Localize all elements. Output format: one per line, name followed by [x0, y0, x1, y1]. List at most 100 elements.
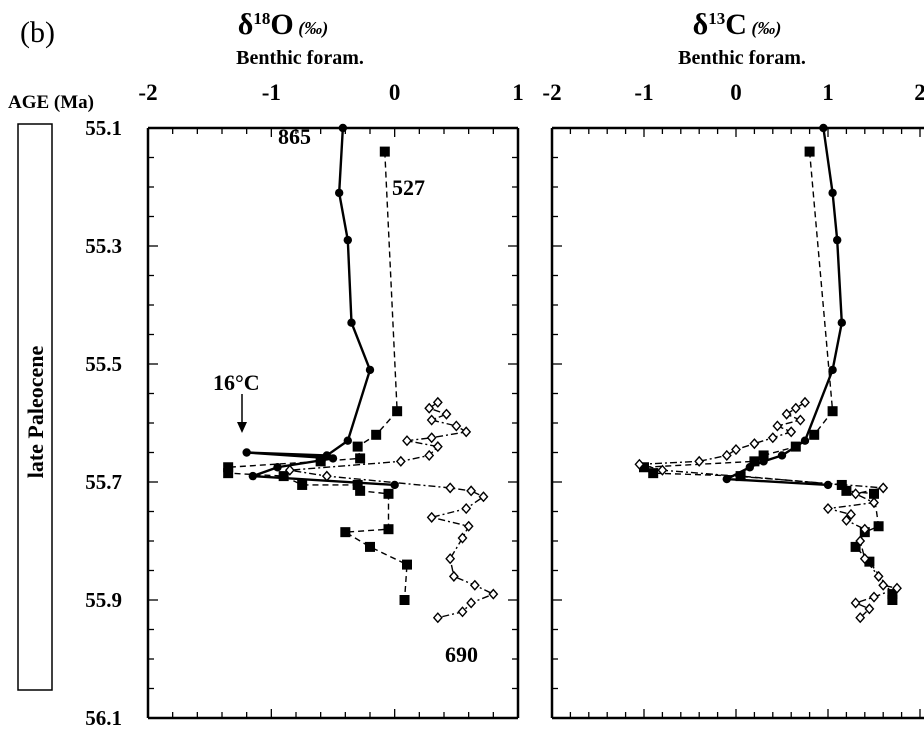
d13c-panel: [550, 123, 924, 720]
marker-690: [657, 464, 668, 476]
marker-690: [850, 488, 861, 500]
marker-865: [338, 123, 348, 133]
marker-865: [347, 318, 356, 327]
marker-690: [772, 420, 783, 432]
marker-527: [639, 462, 649, 473]
right-title-unit: (‰): [751, 18, 781, 39]
left-panel-title: δ18O (‰) Benthic foram.: [236, 8, 364, 69]
right-subtitle: Benthic foram.: [678, 47, 806, 69]
left-title-elem: O: [270, 8, 293, 41]
marker-527: [315, 456, 326, 467]
marker-865: [722, 474, 731, 484]
age-axis-label: AGE (Ma): [8, 92, 94, 113]
marker-690: [823, 502, 833, 515]
marker-527: [749, 456, 760, 467]
marker-865: [334, 188, 344, 198]
marker-527: [352, 441, 363, 452]
right-title-sup: 13: [708, 9, 725, 28]
age-tick-label: 55.5: [85, 352, 122, 376]
marker-690: [451, 420, 462, 432]
temperature-annotation: 16°C: [213, 370, 260, 433]
marker-527: [223, 468, 234, 479]
marker-690: [878, 482, 889, 494]
d13c-x-tick-label: -1: [634, 80, 653, 105]
marker-527: [850, 541, 861, 552]
marker-865: [828, 188, 837, 198]
d18o-panel: -2 -1 0 1: [138, 80, 524, 720]
d13c-x-tick-label: 2: [914, 80, 924, 105]
marker-865: [343, 235, 352, 245]
epoch-label: late Paleocene: [23, 345, 48, 478]
marker-690: [402, 435, 412, 447]
marker-690: [457, 532, 468, 544]
marker-527: [402, 559, 412, 570]
marker-690: [800, 396, 810, 408]
series-line-690: [639, 401, 900, 619]
marker-527: [297, 479, 308, 490]
marker-527: [355, 485, 366, 496]
marker-690: [457, 606, 468, 618]
marker-865: [777, 451, 787, 460]
marker-527: [887, 595, 898, 605]
marker-865: [390, 480, 399, 490]
left-subtitle: Benthic foram.: [236, 47, 364, 69]
marker-690: [432, 441, 443, 453]
marker-690: [749, 438, 760, 450]
d18o-x-tick-label: 1: [512, 80, 524, 105]
d18o-x-tick-label: 0: [389, 80, 401, 105]
marker-690: [424, 402, 435, 414]
marker-690: [463, 520, 474, 532]
marker-527: [383, 524, 394, 535]
marker-865: [365, 365, 375, 375]
marker-690: [488, 588, 499, 600]
marker-690: [721, 449, 732, 462]
right-title-delta: δ: [693, 8, 709, 41]
marker-690: [841, 514, 852, 526]
marker-527: [827, 406, 838, 417]
marker-690: [846, 508, 856, 521]
age-tick-label: 55.1: [85, 116, 122, 140]
marker-527: [887, 589, 898, 600]
right-panel-title: δ13C (‰) Benthic foram.: [678, 8, 806, 69]
marker-690: [878, 579, 889, 591]
marker-527: [841, 485, 852, 496]
marker-690: [478, 491, 489, 503]
svg-text:δ13C (‰): δ13C (‰): [693, 8, 782, 41]
left-title-delta: δ: [238, 8, 254, 41]
marker-527: [383, 488, 394, 499]
d13c-x-tick-label: 1: [822, 80, 834, 105]
series-label-865: 865: [278, 124, 311, 149]
marker-527: [790, 441, 801, 452]
marker-690: [466, 485, 477, 497]
marker-690: [694, 455, 705, 467]
age-tick-label: 56.1: [85, 706, 122, 730]
marker-690: [284, 464, 295, 476]
marker-690: [461, 502, 472, 515]
marker-527: [365, 541, 375, 552]
marker-865: [273, 463, 282, 472]
right-title-elem: C: [725, 8, 747, 41]
marker-690: [432, 612, 443, 624]
marker-690: [855, 535, 866, 547]
svg-text:δ18O (‰): δ18O (‰): [238, 8, 328, 41]
marker-865: [837, 318, 846, 327]
age-tick-label: 55.3: [85, 234, 122, 258]
marker-527: [371, 429, 382, 440]
marker-690: [445, 553, 456, 565]
series-label-690: 690: [445, 642, 478, 667]
marker-527: [355, 453, 366, 464]
marker-690: [426, 432, 437, 444]
marker-865: [823, 480, 833, 490]
marker-865: [242, 448, 251, 457]
marker-865: [828, 365, 837, 375]
panel-label: (b): [20, 16, 55, 49]
marker-865: [819, 123, 828, 133]
epoch-box: [17, 123, 53, 691]
marker-527: [648, 468, 659, 479]
left-title-sup: 18: [253, 9, 270, 28]
marker-690: [395, 455, 406, 467]
marker-527: [278, 471, 289, 482]
marker-690: [441, 408, 452, 420]
d18o-x-tick-label: -1: [262, 80, 281, 105]
d13c-x-tick-label: -2: [542, 80, 561, 105]
